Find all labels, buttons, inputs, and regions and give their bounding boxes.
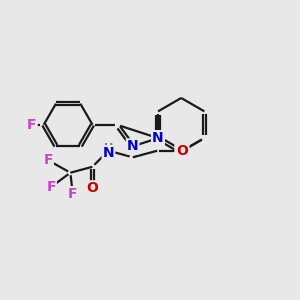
Text: O: O [177, 144, 188, 158]
Text: F: F [68, 187, 77, 201]
Text: F: F [46, 180, 56, 194]
Text: N: N [127, 140, 138, 153]
Text: F: F [43, 153, 53, 167]
Text: F: F [27, 118, 37, 132]
Text: N: N [176, 145, 187, 158]
Text: H: H [103, 144, 114, 157]
Text: O: O [86, 181, 98, 195]
Text: N: N [152, 131, 164, 145]
Text: N: N [103, 146, 114, 160]
Text: H: H [104, 143, 113, 153]
Text: N: N [152, 131, 164, 145]
